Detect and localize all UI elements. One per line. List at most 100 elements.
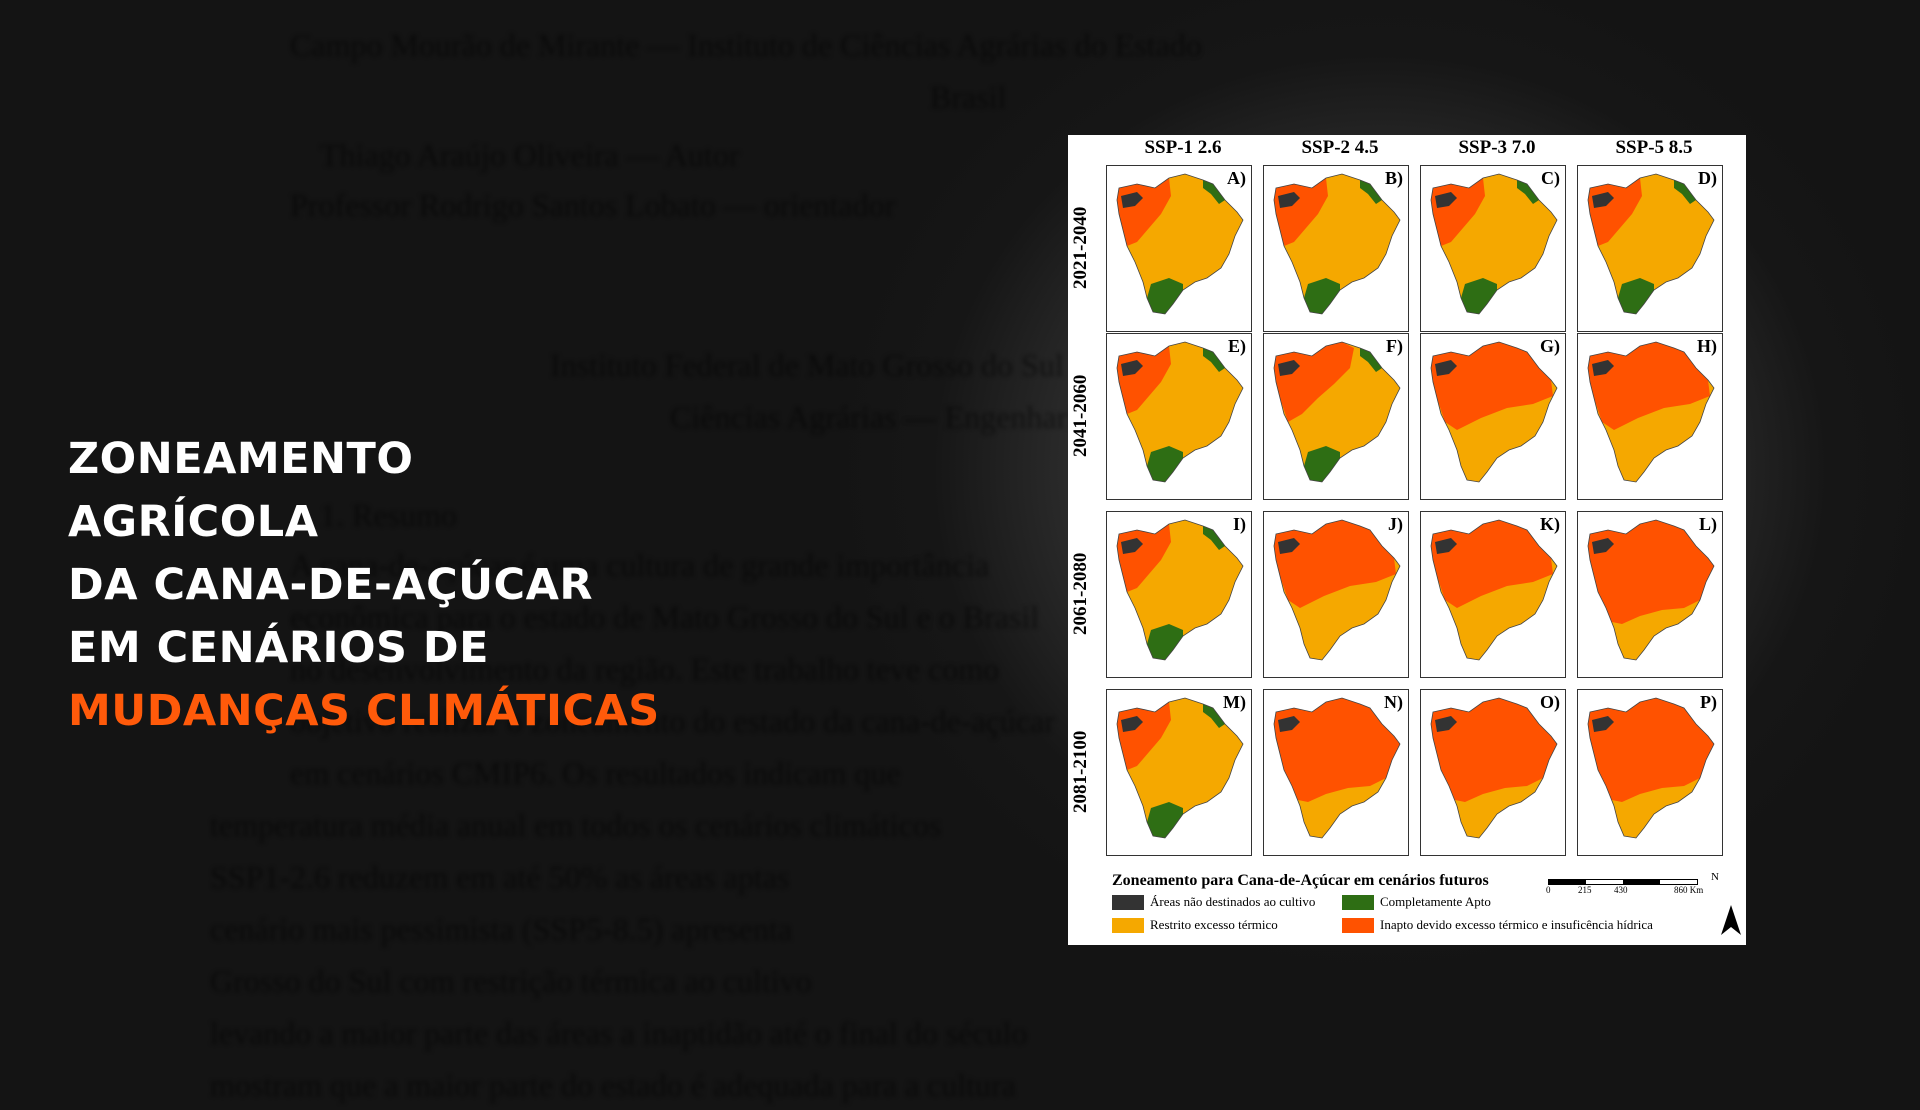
headline-line-2: AGRÍCOLA — [68, 497, 319, 547]
state-map — [1587, 519, 1715, 661]
zone-non-cultivated — [1435, 716, 1457, 732]
legend-label-thermal-restricted: Restrito excesso térmico — [1150, 917, 1278, 932]
state-map — [1430, 173, 1558, 315]
state-outline — [1587, 341, 1715, 483]
state-outline — [1273, 173, 1401, 315]
panel-label: P) — [1700, 692, 1717, 712]
zone-inapt — [1588, 698, 1714, 802]
column-header-ssp1: SSP-1 2.6 — [1144, 137, 1222, 158]
state-outline — [1273, 697, 1401, 839]
state-map — [1587, 173, 1715, 315]
panel-label: I) — [1233, 514, 1246, 534]
legend-item-apt: Completamente Apto — [1342, 894, 1491, 910]
north-label: N — [1711, 871, 1719, 883]
zone-apt — [1147, 446, 1183, 482]
headline-line-5-accent: MUDANÇAS CLIMÁTICAS — [68, 686, 660, 736]
state-outline — [1430, 519, 1558, 661]
row-label-2021-2040: 2021-2040 — [1070, 206, 1091, 289]
panel-label: E) — [1228, 336, 1246, 356]
panel-label: M) — [1223, 692, 1246, 712]
map-panel: M) — [1106, 689, 1252, 856]
headline-line-4: EM CENÁRIOS DE — [68, 623, 490, 673]
state-map — [1273, 173, 1401, 315]
map-panel: I) — [1106, 511, 1252, 678]
panel-label: N) — [1384, 692, 1403, 712]
north-arrow-icon: N — [1711, 871, 1741, 941]
legend-label-non-cultivated: Áreas não destinados ao cultivo — [1150, 894, 1316, 909]
scale-bar-graphic — [1548, 879, 1698, 885]
zone-apt-northeast — [1203, 704, 1225, 728]
map-panel: H) — [1577, 333, 1723, 500]
zone-non-cultivated — [1592, 538, 1614, 554]
map-panel: D) — [1577, 165, 1723, 332]
state-outline — [1587, 697, 1715, 839]
zone-non-cultivated — [1278, 716, 1300, 732]
panel-label: J) — [1388, 514, 1403, 534]
scale-tick-2: 430 — [1614, 885, 1628, 895]
zone-non-cultivated — [1592, 360, 1614, 376]
zone-inapt — [1274, 698, 1400, 802]
state-outline — [1273, 519, 1401, 661]
map-panel: N) — [1263, 689, 1409, 856]
zone-apt-northeast — [1674, 180, 1696, 204]
panel-label: F) — [1386, 336, 1403, 356]
zone-apt — [1147, 624, 1183, 660]
zone-non-cultivated — [1121, 538, 1143, 554]
state-map — [1116, 173, 1244, 315]
background-document: Campo Mourão de Mirante — Instituto de C… — [210, 27, 1202, 1103]
zone-non-cultivated — [1121, 192, 1143, 208]
headline: ZONEAMENTO AGRÍCOLA DA CANA-DE-AÇÚCAR EM… — [68, 428, 660, 743]
zone-inapt — [1431, 520, 1553, 608]
panel-label: L) — [1699, 514, 1717, 534]
map-panel: G) — [1420, 333, 1566, 500]
zone-inapt — [1274, 520, 1396, 608]
map-panel: J) — [1263, 511, 1409, 678]
panel-label: G) — [1540, 336, 1560, 356]
state-outline — [1116, 519, 1244, 661]
zone-apt-northeast — [1203, 526, 1225, 550]
zone-apt — [1304, 446, 1340, 482]
zone-non-cultivated — [1278, 360, 1300, 376]
state-map — [1587, 697, 1715, 839]
zone-apt — [1461, 278, 1497, 314]
legend-title: Zoneamento para Cana-de-Açúcar em cenári… — [1112, 872, 1489, 889]
zone-inapt — [1431, 342, 1553, 430]
state-map — [1430, 519, 1558, 661]
state-outline — [1116, 173, 1244, 315]
zone-non-cultivated — [1592, 716, 1614, 732]
zone-apt-northeast — [1203, 348, 1225, 372]
panel-label: O) — [1540, 692, 1560, 712]
state-map — [1273, 697, 1401, 839]
legend-swatch-apt — [1342, 894, 1374, 910]
zone-apt — [1618, 278, 1654, 314]
zone-non-cultivated — [1435, 192, 1457, 208]
row-label-2041-2060: 2041-2060 — [1070, 374, 1091, 457]
state-outline — [1430, 173, 1558, 315]
panel-label: K) — [1540, 514, 1560, 534]
legend-item-inapt: Inapto devido excesso térmico e insuficê… — [1342, 917, 1653, 933]
map-panel: O) — [1420, 689, 1566, 856]
row-label-2061-2080: 2061-2080 — [1070, 552, 1091, 635]
zone-apt — [1147, 802, 1183, 838]
scale-tick-3: 860 Km — [1674, 885, 1704, 895]
zone-inapt — [1588, 520, 1714, 624]
map-panel: K) — [1420, 511, 1566, 678]
state-map — [1273, 519, 1401, 661]
zone-apt-northeast — [1360, 348, 1382, 372]
headline-line-3: DA CANA-DE-AÇÚCAR — [68, 560, 594, 610]
state-outline — [1273, 341, 1401, 483]
legend-item-non-cultivated: Áreas não destinados ao cultivo — [1112, 894, 1315, 910]
panel-label: C) — [1541, 168, 1560, 188]
legend-label-apt: Completamente Apto — [1380, 894, 1491, 909]
legend-swatch-inapt — [1342, 917, 1374, 933]
legend-label-inapt: Inapto devido excesso térmico e insuficê… — [1380, 917, 1653, 932]
legend-swatch-non-cultivated — [1112, 894, 1144, 910]
zoning-map-figure: SSP-1 2.6 SSP-2 4.5 SSP-3 7.0 SSP-5 8.5 … — [1068, 135, 1746, 945]
row-label-2081-2100: 2081-2100 — [1070, 730, 1091, 813]
map-panel: E) — [1106, 333, 1252, 500]
map-panel: P) — [1577, 689, 1723, 856]
state-map — [1116, 697, 1244, 839]
scale-tick-0: 0 — [1546, 885, 1551, 895]
legend-swatch-thermal-restricted — [1112, 917, 1144, 933]
map-panel: A) — [1106, 165, 1252, 332]
